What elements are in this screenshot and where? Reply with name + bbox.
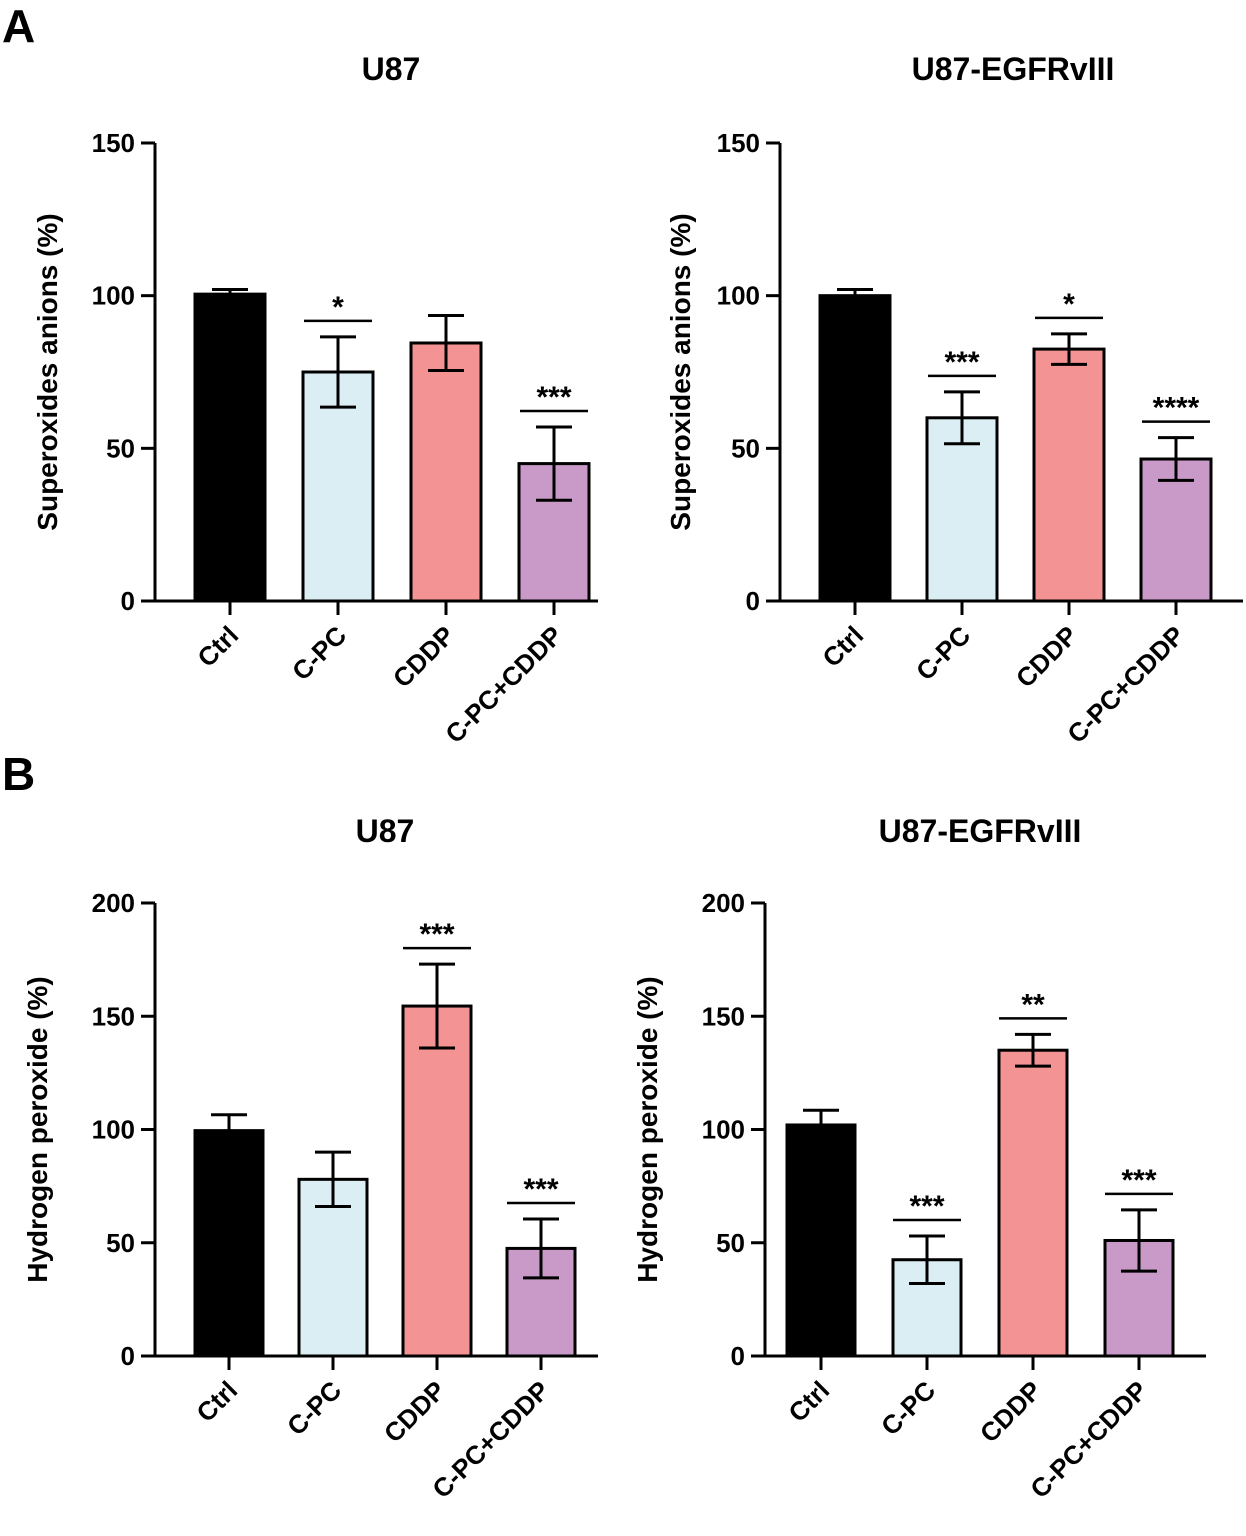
y-tick-label: 150 (92, 1001, 135, 1031)
y-tick-label: 50 (106, 1228, 135, 1258)
y-tick-label: 100 (702, 1115, 745, 1145)
significance-label: * (332, 291, 344, 324)
significance-label: *** (419, 918, 454, 951)
significance-label: *** (909, 1190, 944, 1223)
category-label: CDDP (378, 1375, 451, 1448)
bar-cddp (997, 1048, 1069, 1358)
y-tick-label: 0 (731, 1341, 745, 1371)
y-tick-label: 200 (92, 888, 135, 918)
chart-title: U87 (356, 813, 415, 849)
significance-label: * (1063, 288, 1075, 321)
bar-cddp (409, 341, 483, 603)
category-label: Ctrl (782, 1375, 835, 1428)
y-tick-label: 50 (731, 433, 760, 463)
y-tick-label: 0 (121, 1341, 135, 1371)
category-label: C-PC (875, 1375, 941, 1441)
y-tick-label: 50 (106, 433, 135, 463)
significance-label: *** (536, 381, 571, 414)
category-label: CDDP (974, 1375, 1047, 1448)
significance-label: *** (1121, 1164, 1156, 1197)
y-axis-title: Superoxides anions (%) (665, 213, 696, 530)
bar-ctrl (193, 292, 267, 603)
chart-title: U87-EGFRvIII (912, 51, 1115, 87)
y-axis-title: Superoxides anions (%) (32, 213, 63, 530)
category-label: Ctrl (816, 620, 869, 673)
y-axis-title: Hydrogen peroxide (%) (632, 976, 663, 1282)
category-label: Ctrl (190, 1375, 243, 1428)
y-tick-label: 0 (746, 586, 760, 616)
category-label: Ctrl (191, 620, 244, 673)
bar-cddp (401, 1004, 473, 1358)
bar-ctrl (818, 294, 892, 603)
bar-ctrl (193, 1129, 265, 1358)
chart-title: U87-EGFRvIII (879, 813, 1082, 849)
panel-letter-b: B (2, 748, 35, 800)
chart-b-u87: U87 Hydrogen peroxide (%) 0 50 100 150 200 Ctrl… (22, 813, 598, 1504)
y-tick-label: 0 (121, 586, 135, 616)
chart-title: U87 (362, 51, 421, 87)
category-label: C-PC (281, 1375, 347, 1441)
y-tick-label: 100 (92, 1115, 135, 1145)
panel-letter-a: A (2, 0, 35, 52)
bar-c-pc-cddp (1139, 457, 1213, 603)
bar-c-pc (925, 416, 999, 603)
category-label: C-PC (910, 620, 976, 686)
bar-ctrl (785, 1123, 857, 1358)
chart-a-u87-egfrviii: U87-EGFRvIII Superoxides anions (%) 0 50 100… (665, 51, 1243, 749)
significance-label: ** (1021, 988, 1045, 1021)
bar-c-pc-cddp (505, 1246, 577, 1358)
significance-label: **** (1153, 392, 1200, 425)
y-axis-title: Hydrogen peroxide (%) (22, 976, 53, 1282)
y-tick-label: 150 (92, 128, 135, 158)
significance-label: *** (523, 1173, 558, 1206)
chart-b-u87-egfrviii: U87-EGFRvIII Hydrogen peroxide (%) 0 50 100 1… (632, 813, 1206, 1504)
y-tick-label: 100 (92, 281, 135, 311)
bar-cddp (1032, 347, 1106, 603)
category-label: CDDP (1010, 620, 1083, 693)
y-tick-label: 150 (717, 128, 760, 158)
y-tick-label: 150 (702, 1001, 745, 1031)
y-tick-label: 200 (702, 888, 745, 918)
chart-a-u87: U87 Superoxides anions (%) 0 50 100 150 Ctrl * C… (32, 51, 598, 749)
significance-label: *** (944, 346, 979, 379)
y-tick-label: 50 (716, 1228, 745, 1258)
y-tick-label: 100 (717, 281, 760, 311)
category-label: C-PC+CDDP (439, 620, 568, 749)
category-label: C-PC (286, 620, 352, 686)
category-label: CDDP (387, 620, 460, 693)
